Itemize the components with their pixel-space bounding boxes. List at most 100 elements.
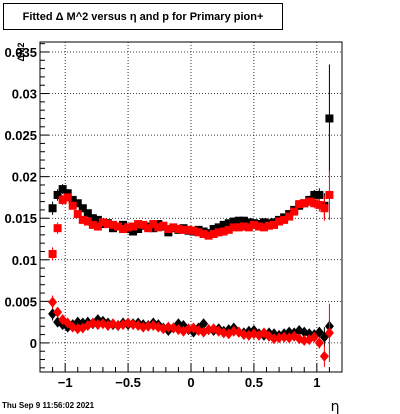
marker-diamond-s3-p0 (48, 296, 58, 308)
marker-square-s0-p5 (73, 199, 82, 208)
marker-square-s1-p53 (315, 200, 324, 209)
marker-square-s1-p2 (58, 195, 67, 204)
marker-square-s1-p42 (259, 223, 268, 232)
marker-square-s1-p35 (224, 225, 233, 234)
marker-square-s1-p41 (254, 222, 263, 231)
marker-square-s1-p16 (129, 222, 138, 231)
marker-square-s0-p37 (234, 216, 243, 225)
footer-timestamp: Thu Sep 9 11:56:02 2021 (2, 401, 95, 410)
marker-square-s1-p23 (164, 225, 173, 234)
marker-square-s1-p38 (239, 222, 248, 231)
marker-square-s0-p0 (48, 204, 57, 213)
x-tick-label-3: 0.5 (245, 375, 263, 390)
marker-diamond-s2-p53 (314, 326, 324, 338)
x-tick-label-0: −1 (58, 375, 73, 390)
marker-square-s1-p24 (169, 223, 178, 232)
marker-square-s1-p48 (290, 207, 299, 216)
marker-square-s1-p39 (244, 223, 253, 232)
marker-square-s1-p26 (179, 225, 188, 234)
marker-square-s1-p31 (204, 231, 213, 240)
marker-square-s1-p8 (88, 220, 97, 229)
marker-square-s0-p2 (58, 185, 67, 194)
marker-square-s1-p4 (68, 201, 77, 210)
marker-square-s1-p5 (73, 210, 82, 219)
marker-square-s0-p39 (244, 218, 253, 227)
marker-square-s1-p7 (83, 217, 92, 226)
marker-square-s1-p29 (194, 228, 203, 237)
marker-square-s0-p55 (325, 114, 334, 123)
marker-square-s1-p12 (108, 220, 117, 229)
marker-square-s0-p17 (134, 225, 143, 234)
marker-square-s1-p52 (310, 199, 319, 208)
marker-square-s1-p30 (199, 230, 208, 239)
marker-diamond-s3-p52 (309, 331, 319, 343)
marker-square-s1-p54 (320, 204, 329, 213)
marker-diamond-s3-p1 (53, 306, 63, 318)
marker-square-s1-p11 (103, 220, 112, 229)
marker-square-s0-p36 (229, 217, 238, 226)
marker-square-s0-p53 (315, 190, 324, 199)
marker-square-s1-p36 (229, 223, 238, 232)
marker-square-s1-p44 (270, 220, 279, 229)
marker-square-s1-p27 (184, 225, 193, 234)
marker-square-s1-p19 (144, 224, 153, 233)
marker-diamond-s3-p53 (314, 337, 324, 349)
y-tick-label-0: 0 (30, 336, 37, 351)
marker-diamond-s3-p55 (324, 327, 334, 339)
y-tick-label-6: 0.03 (12, 87, 37, 102)
marker-square-s1-p17 (134, 220, 143, 229)
marker-square-s0-p33 (214, 223, 223, 232)
marker-square-s0-p20 (149, 224, 158, 233)
marker-square-s0-p38 (239, 216, 248, 225)
marker-square-s1-p28 (189, 226, 198, 235)
marker-diamond-s2-p30 (199, 318, 209, 330)
marker-square-s1-p55 (325, 190, 334, 199)
marker-square-s1-p15 (124, 223, 133, 232)
marker-square-s0-p32 (209, 225, 218, 234)
x-axis-label: η (331, 399, 340, 414)
marker-square-s0-p16 (129, 227, 138, 236)
marker-square-s1-p20 (149, 220, 158, 229)
marker-square-s1-p22 (159, 221, 168, 230)
marker-square-s1-p6 (78, 215, 87, 224)
marker-square-s1-p18 (139, 220, 148, 229)
marker-square-s1-p32 (209, 230, 218, 239)
marker-square-s1-p47 (285, 212, 294, 221)
marker-square-s1-p9 (93, 222, 102, 231)
marker-square-s1-p50 (300, 199, 309, 208)
marker-diamond-s3-p54 (319, 350, 329, 362)
y-tick-label-2: 0.01 (12, 253, 37, 268)
y-axis-label: ΔM2 (16, 43, 26, 62)
marker-square-s0-p35 (224, 219, 233, 228)
marker-square-s0-p9 (93, 215, 102, 224)
y-tick-label-5: 0.025 (4, 128, 37, 143)
y-tick-label-7: 0.035 (4, 45, 37, 60)
marker-square-s0-p1 (53, 190, 62, 199)
chart-title: Fitted Δ M^2 versus η and p for Primary … (22, 10, 264, 23)
marker-square-s1-p37 (234, 223, 243, 232)
chart-title-box: Fitted Δ M^2 versus η and p for Primary … (3, 3, 283, 30)
marker-square-s1-p1 (53, 224, 62, 233)
marker-square-s0-p52 (310, 190, 319, 199)
marker-square-s1-p3 (63, 193, 72, 202)
marker-square-s1-p49 (295, 200, 304, 209)
marker-square-s1-p40 (249, 220, 258, 229)
marker-square-s1-p25 (174, 225, 183, 234)
marker-square-s1-p34 (219, 227, 228, 236)
marker-square-s1-p43 (265, 221, 274, 230)
x-tick-label-1: −0.5 (115, 375, 141, 390)
marker-square-s0-p6 (78, 204, 87, 213)
marker-square-s0-p14 (119, 220, 128, 229)
marker-square-s1-p14 (119, 225, 128, 234)
marker-square-s1-p13 (114, 222, 123, 231)
marker-square-s1-p10 (98, 218, 107, 227)
marker-square-s1-p46 (280, 215, 289, 224)
x-tick-label-4: 1 (313, 375, 320, 390)
marker-square-s1-p45 (275, 217, 284, 226)
y-tick-label-3: 0.015 (4, 211, 37, 226)
y-tick-label-1: 0.005 (4, 294, 37, 309)
marker-square-s1-p51 (305, 197, 314, 206)
marker-square-s1-p21 (154, 223, 163, 232)
marker-square-s1-p33 (214, 228, 223, 237)
